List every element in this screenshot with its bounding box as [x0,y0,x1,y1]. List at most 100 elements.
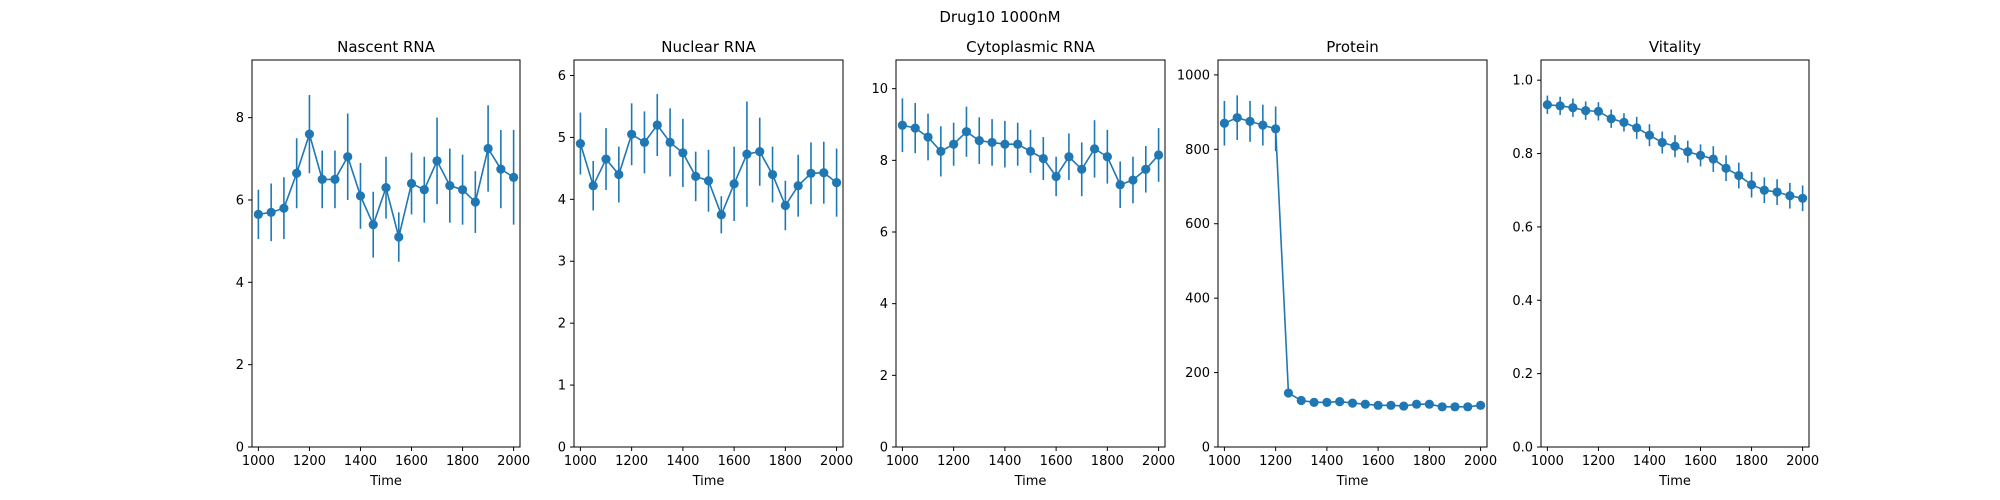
y-tick-label: 1.0 [1512,74,1533,89]
x-tick-label: 1400 [666,454,699,469]
data-point [1542,100,1552,110]
data-point [767,169,778,180]
data-point [755,147,765,157]
x-axis-label: Time [1014,474,1047,489]
data-point [627,129,637,139]
data-point [1734,170,1744,181]
data-point [949,139,959,149]
data-point [1450,402,1460,412]
x-axis-label: Time [692,474,725,489]
data-point [1219,118,1230,128]
x-tick-label: 1600 [718,454,751,469]
data-point [1128,175,1138,185]
data-point [457,185,468,195]
data-point [910,123,920,133]
data-point [432,156,442,166]
figure-title: Drug10 1000nM [939,8,1060,26]
data-point [496,164,506,174]
data-point [1000,139,1010,149]
y-tick-label: 400 [1185,292,1210,307]
data-point [317,174,327,184]
data-point [1683,147,1693,157]
data-point [253,209,263,219]
y-tick-label: 6 [236,193,244,208]
chart-panel: Protein 1000 1200 1400 1600 1800 2000 0 200 400 60… [1177,38,1497,489]
data-point [1064,152,1074,162]
x-tick-label: 1600 [1040,454,1073,469]
data-point [974,136,984,146]
x-tick-label: 1000 [564,454,597,469]
chart-title: Cytoplasmic RNA [966,38,1096,56]
data-point [419,185,429,195]
data-point [1670,141,1680,151]
data-point [1322,397,1332,407]
x-tick-label: 1000 [242,454,275,469]
x-tick-label: 1200 [1259,454,1292,469]
data-point [1644,130,1655,140]
y-tick-label: 600 [1185,217,1210,232]
data-point [445,180,455,191]
y-tick-label: 800 [1185,143,1210,158]
data-point [509,172,519,182]
data-point [1013,139,1023,149]
y-tick-label: 8 [236,111,244,126]
y-tick-label: 6 [558,69,566,84]
data-point [1399,401,1409,411]
y-tick-label: 2 [880,369,888,384]
data-point [394,232,404,242]
y-tick-label: 6 [880,226,888,241]
x-tick-label: 1000 [886,454,919,469]
data-point [1153,150,1164,160]
data-point [470,197,480,207]
data-point [831,178,842,188]
data-point [742,149,752,159]
data-point [678,148,688,158]
x-tick-label: 2000 [1464,454,1497,469]
chart-title: Vitality [1649,38,1701,56]
x-tick-label: 1000 [1208,454,1241,469]
chart-title: Nuclear RNA [661,38,756,56]
x-tick-label: 1600 [1684,454,1717,469]
data-point [1463,402,1473,412]
data-point [368,220,378,230]
data-point [1115,180,1125,190]
data-point [1581,106,1591,116]
data-point [1632,123,1642,133]
x-tick-label: 1800 [1735,454,1768,469]
plot-frame [1540,59,1810,448]
y-tick-label: 0.4 [1512,294,1533,309]
plot-frame [573,59,844,448]
data-point [716,210,726,220]
x-tick-label: 1800 [769,454,802,469]
data-point [1695,150,1706,160]
x-tick-label: 1200 [615,454,648,469]
y-tick-label: 0 [236,441,244,456]
data-point [987,137,997,148]
x-tick-label: 1400 [1310,454,1343,469]
x-tick-label: 1400 [344,454,377,469]
data-point [961,127,972,137]
y-tick-label: 0.8 [1512,147,1533,162]
data-point [1025,146,1036,156]
data-point [780,200,790,211]
y-tick-label: 1000 [1177,68,1210,83]
x-tick-label: 1800 [446,454,479,469]
y-tick-label: 0 [1202,441,1210,456]
data-point [819,168,829,178]
x-tick-label: 1800 [1413,454,1446,469]
data-point [1593,106,1604,116]
data-point [691,171,701,182]
data-point [1245,116,1255,126]
y-tick-label: 0.6 [1512,220,1533,235]
chart-panel: Cytoplasmic RNA 1000 1200 1400 1600 1800 2000 0… [871,38,1175,489]
data-point [614,169,624,180]
data-point [330,174,340,184]
y-tick-label: 2 [558,317,566,332]
x-tick-label: 1200 [937,454,970,469]
data-point [1746,180,1757,190]
y-tick-label: 2 [236,358,244,373]
x-tick-label: 1400 [988,454,1021,469]
data-point [1296,395,1306,406]
plot-frame [1217,59,1488,448]
